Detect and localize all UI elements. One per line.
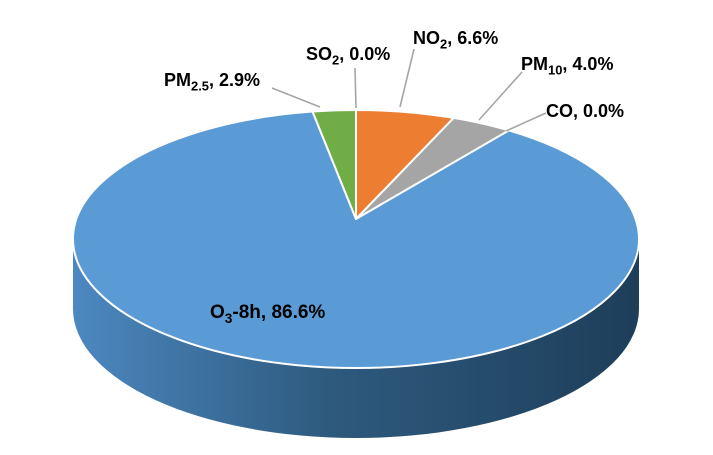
data-label-co: CO, 0.0% xyxy=(546,101,625,121)
leader-line-pm2-5 xyxy=(271,87,321,108)
pie-slice-pm2-5 xyxy=(311,109,357,220)
leader-lines-group xyxy=(271,48,547,132)
data-label-so2: SO2, 0.0% xyxy=(306,44,391,68)
leader-line-so2 xyxy=(354,67,357,109)
pie-slice-o3-8h xyxy=(72,110,640,369)
leader-line-pm10 xyxy=(478,71,523,121)
pie-slices-group xyxy=(72,109,640,369)
data-label-no2: NO2, 6.6% xyxy=(413,28,499,52)
data-label-pm2-5: PM2.5, 2.9% xyxy=(164,70,261,94)
pie-side-3d-depth xyxy=(73,239,639,438)
data-label-o3-8h: O3-8h, 86.6% xyxy=(210,302,326,326)
leader-line-no2 xyxy=(399,48,415,108)
data-label-pm10: PM10, 4.0% xyxy=(521,54,614,78)
leader-line-co xyxy=(505,112,547,132)
